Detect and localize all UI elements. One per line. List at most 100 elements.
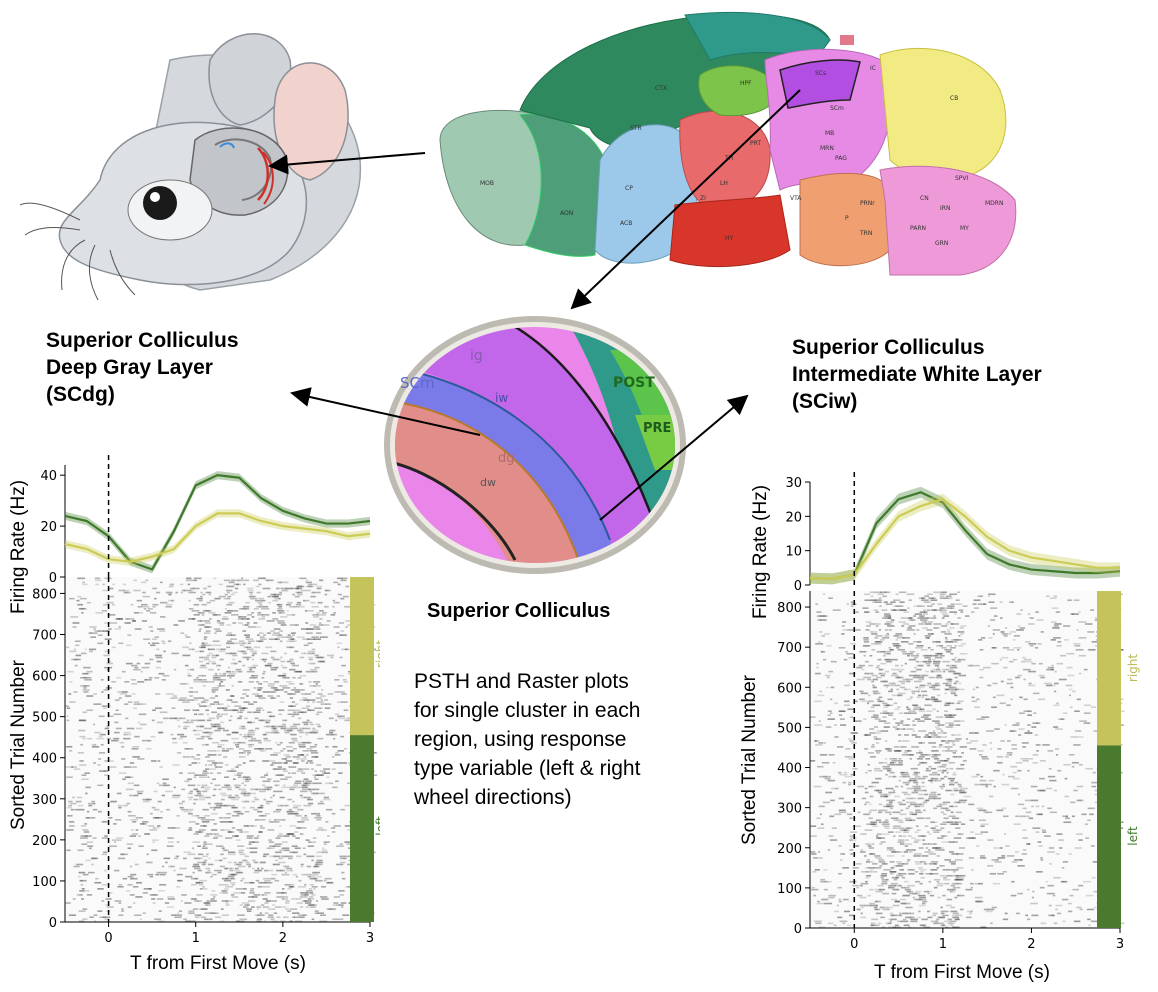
raster-spike bbox=[930, 781, 933, 784]
raster-spike bbox=[901, 876, 906, 879]
raster-spike bbox=[225, 904, 230, 906]
raster-spike bbox=[1033, 712, 1037, 715]
raster-spike bbox=[287, 888, 292, 890]
raster-spike bbox=[282, 898, 289, 900]
raster-spike bbox=[904, 688, 911, 691]
raster-spike bbox=[204, 814, 210, 817]
raster-spike bbox=[940, 827, 945, 829]
raster-spike bbox=[122, 778, 126, 781]
raster-spike bbox=[291, 638, 295, 641]
raster-spike bbox=[133, 794, 139, 797]
raster-spike bbox=[1031, 914, 1039, 917]
raster-spike bbox=[129, 894, 135, 896]
raster-spike bbox=[289, 825, 297, 827]
raster-spike bbox=[1028, 643, 1037, 645]
raster-spike bbox=[928, 658, 932, 661]
raster-spike bbox=[297, 676, 302, 679]
raster-spike bbox=[101, 883, 110, 886]
raster-spike bbox=[239, 904, 243, 906]
raster-spike bbox=[302, 599, 306, 602]
raster-spike bbox=[81, 843, 88, 845]
raster-spike bbox=[159, 581, 163, 584]
raster-spike bbox=[942, 801, 951, 804]
raster-spike bbox=[974, 882, 979, 885]
raster-spike bbox=[307, 741, 312, 744]
raster-spike bbox=[343, 709, 349, 712]
raster-spike bbox=[870, 595, 874, 598]
raster-spike bbox=[906, 680, 911, 683]
raster-spike bbox=[274, 689, 279, 691]
raster-spike bbox=[937, 674, 941, 677]
raster-spike bbox=[248, 595, 256, 598]
raster-spike bbox=[1068, 694, 1071, 697]
raster-spike bbox=[246, 778, 252, 781]
raster-spike bbox=[816, 817, 821, 820]
raster-spike bbox=[816, 662, 819, 665]
raster-spike bbox=[879, 769, 883, 772]
raster-spike bbox=[1079, 763, 1083, 766]
raster-spike bbox=[874, 726, 879, 728]
raster-spike bbox=[980, 595, 984, 598]
raster-spike bbox=[904, 662, 908, 665]
raster-spike bbox=[836, 746, 844, 748]
raster-spike bbox=[1004, 833, 1007, 835]
raster-spike bbox=[1073, 744, 1081, 746]
raster-spike bbox=[172, 794, 181, 797]
raster-spike bbox=[306, 638, 315, 641]
raster-spike bbox=[1119, 698, 1124, 701]
raster-spike bbox=[833, 724, 838, 726]
raster-spike bbox=[865, 870, 873, 873]
raster-spike bbox=[1075, 648, 1084, 651]
raster-spike bbox=[271, 762, 279, 764]
raster-spike bbox=[263, 577, 266, 580]
raster-spike bbox=[258, 741, 262, 744]
raster-spike bbox=[88, 648, 97, 651]
raster-spike bbox=[848, 783, 852, 786]
raster-spike bbox=[226, 634, 233, 636]
raster-spike bbox=[247, 614, 252, 616]
raster-spike bbox=[285, 776, 292, 779]
raster-spike bbox=[210, 723, 214, 726]
raster-spike bbox=[202, 770, 208, 772]
raster-spike bbox=[248, 900, 256, 902]
raster-spike bbox=[179, 867, 187, 870]
raster-spike bbox=[160, 810, 164, 813]
raster-spike bbox=[897, 648, 905, 651]
raster-spike bbox=[939, 803, 947, 806]
raster-spike bbox=[188, 827, 193, 829]
raster-spike bbox=[242, 630, 247, 632]
raster-spike bbox=[1048, 767, 1052, 770]
raster-spike bbox=[901, 754, 908, 756]
raster-spike bbox=[906, 593, 915, 596]
raster-spike bbox=[338, 904, 344, 906]
raster-spike bbox=[238, 707, 246, 710]
raster-spike bbox=[208, 733, 213, 736]
raster-spike bbox=[902, 678, 909, 681]
raster-spike bbox=[306, 748, 313, 750]
raster-spike bbox=[227, 875, 235, 878]
raster-spike bbox=[956, 882, 963, 885]
raster-spike bbox=[859, 698, 865, 701]
raster-spike bbox=[216, 674, 224, 677]
raster-spike bbox=[321, 689, 324, 691]
raster-spike bbox=[137, 605, 143, 608]
raster-spike bbox=[274, 879, 280, 882]
raster-spike bbox=[171, 796, 180, 799]
raster-spike bbox=[830, 718, 834, 720]
raster-spike bbox=[265, 721, 270, 724]
raster-spike bbox=[943, 775, 948, 778]
raster-spike bbox=[200, 888, 203, 890]
raster-spike bbox=[289, 658, 294, 661]
raster-spike bbox=[243, 646, 248, 649]
raster-spike bbox=[913, 656, 916, 659]
raster-spike bbox=[945, 809, 951, 812]
raster-spike bbox=[143, 888, 152, 890]
raster-spike bbox=[84, 772, 90, 774]
raster-spike bbox=[131, 683, 137, 685]
raster-spike bbox=[936, 880, 940, 883]
raster-spike bbox=[875, 742, 880, 744]
raster-spike bbox=[985, 811, 993, 814]
raster-spike bbox=[244, 778, 248, 781]
raster-spike bbox=[224, 607, 227, 610]
raster-spike bbox=[932, 829, 940, 831]
